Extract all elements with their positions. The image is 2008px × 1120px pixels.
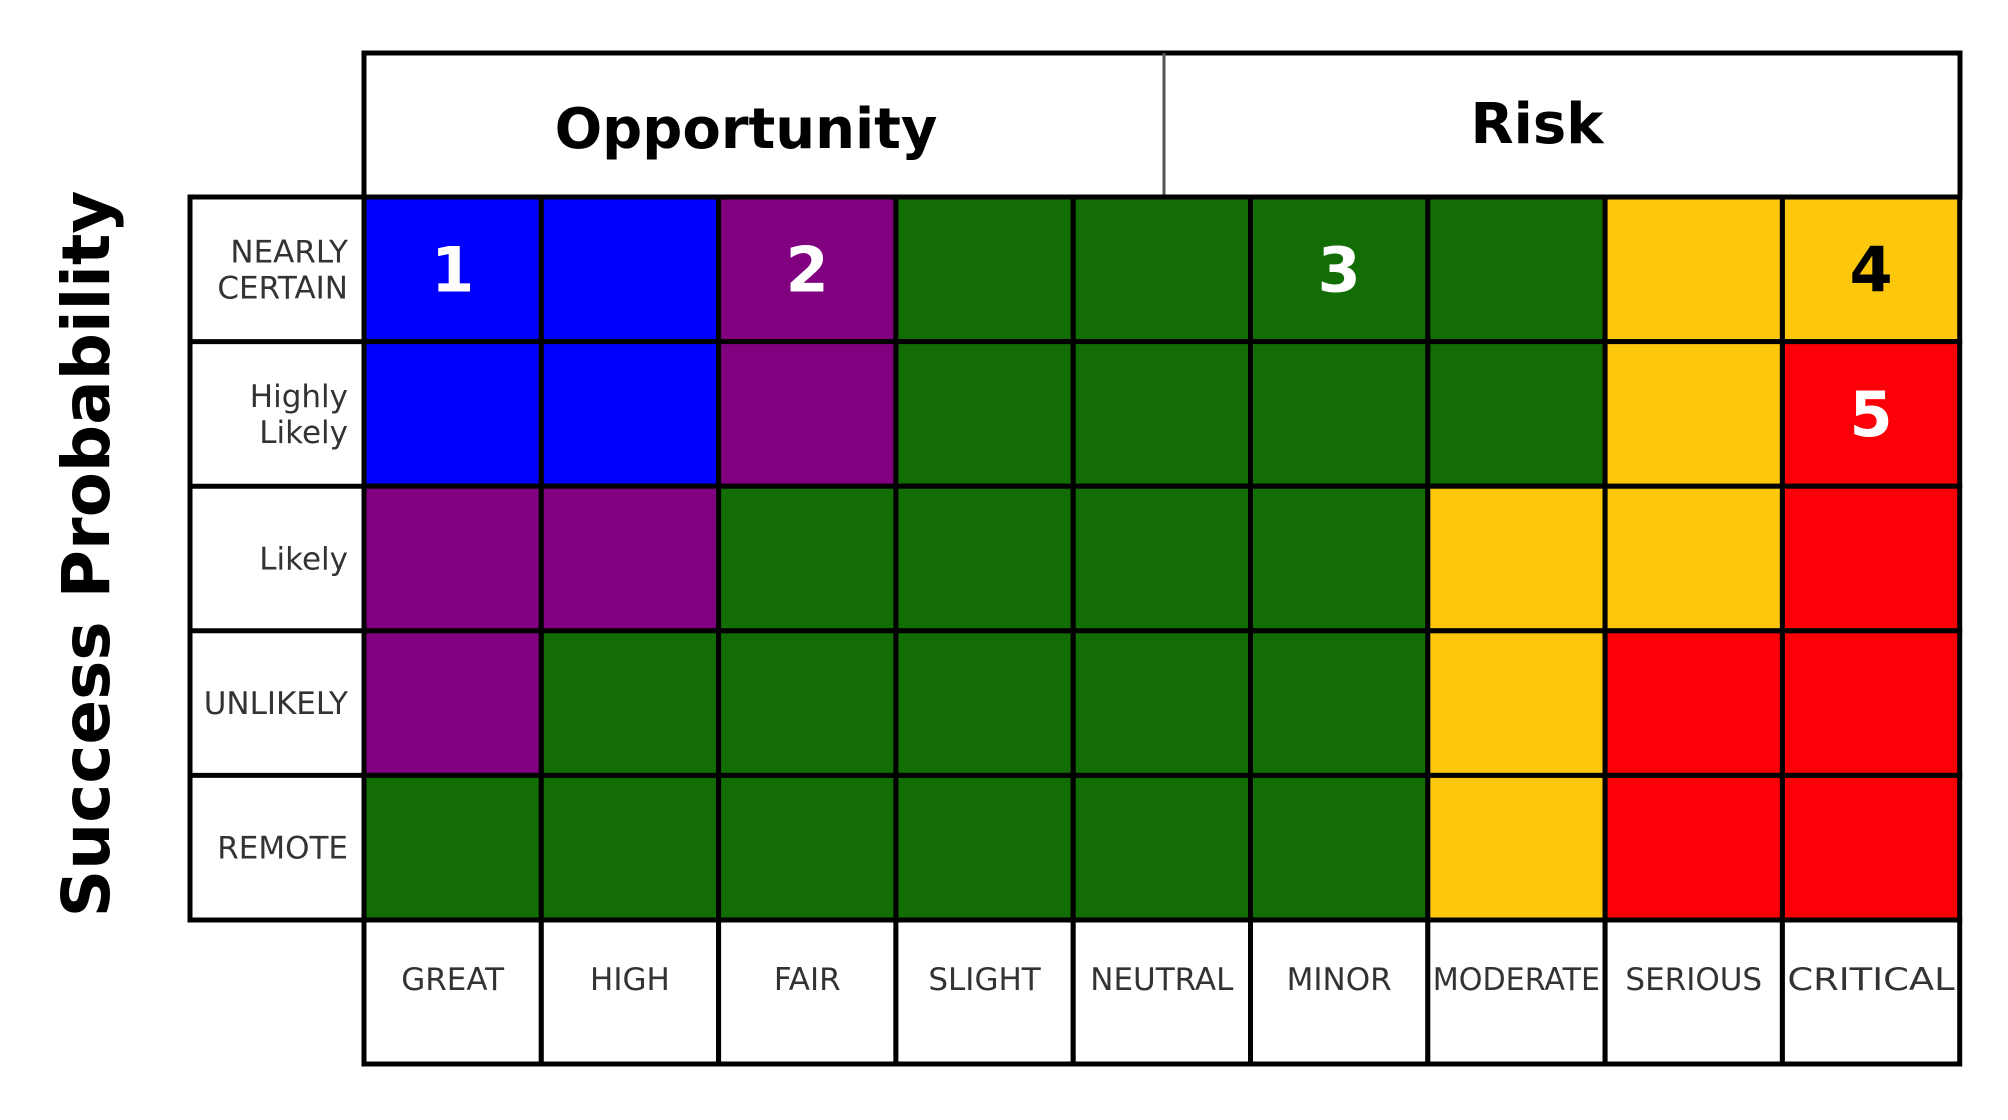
matrix-cell bbox=[538, 628, 722, 778]
row-label: Likely bbox=[259, 542, 348, 578]
row-label: CERTAIN bbox=[217, 270, 348, 306]
matrix-cell bbox=[1425, 772, 1608, 923]
column-label: NEUTRAL bbox=[1090, 962, 1234, 998]
column-label-cell bbox=[1248, 917, 1431, 1067]
matrix-cell bbox=[361, 483, 544, 634]
matrix-cell bbox=[1602, 194, 1785, 345]
matrix-cell bbox=[1070, 772, 1253, 923]
matrix-cell bbox=[1070, 628, 1253, 778]
y-axis-title: Success Probability bbox=[48, 191, 125, 918]
matrix-cell bbox=[716, 483, 899, 634]
matrix-cell bbox=[893, 339, 1076, 489]
column-label: MODERATE bbox=[1433, 962, 1600, 998]
matrix-cell bbox=[361, 339, 544, 489]
matrix-cell bbox=[538, 772, 722, 923]
marker-2: 2 bbox=[786, 233, 829, 306]
matrix-cell bbox=[361, 194, 544, 345]
column-label-cell bbox=[1602, 917, 1785, 1067]
matrix-cell bbox=[1779, 772, 1963, 923]
column-label: CRITICAL bbox=[1787, 962, 1955, 998]
matrix-cell bbox=[1070, 339, 1253, 489]
matrix-cell bbox=[538, 483, 722, 634]
column-label: SERIOUS bbox=[1625, 962, 1762, 998]
matrix-cell bbox=[1248, 483, 1431, 634]
matrix-cell bbox=[716, 628, 899, 778]
matrix-cell bbox=[893, 772, 1076, 923]
column-label-cell bbox=[1779, 917, 1963, 1067]
matrix-cell bbox=[538, 194, 722, 345]
column-label: FAIR bbox=[774, 962, 841, 998]
matrix-cell bbox=[1602, 483, 1785, 634]
column-label-cell bbox=[893, 917, 1076, 1067]
matrix-cell bbox=[1070, 483, 1253, 634]
matrix-cell bbox=[1779, 339, 1963, 489]
matrix-cell bbox=[1602, 339, 1785, 489]
matrix-cell bbox=[1248, 772, 1431, 923]
row-label: Highly bbox=[250, 379, 348, 415]
row-label: REMOTE bbox=[217, 831, 348, 867]
matrix-cell bbox=[1248, 194, 1431, 345]
matrix-cells bbox=[361, 194, 1963, 923]
matrix-cell bbox=[1248, 628, 1431, 778]
marker-5: 5 bbox=[1849, 378, 1892, 451]
row-label: Likely bbox=[259, 415, 348, 451]
marker-1: 1 bbox=[431, 233, 474, 306]
row-label: UNLIKELY bbox=[204, 686, 348, 722]
matrix-cell bbox=[1425, 628, 1608, 778]
opportunity-header: Opportunity bbox=[555, 97, 938, 162]
matrix-cell bbox=[1425, 194, 1608, 345]
matrix-cell bbox=[1602, 772, 1785, 923]
column-label: HIGH bbox=[590, 962, 670, 998]
header-box bbox=[361, 50, 1963, 200]
matrix-cell bbox=[1779, 483, 1963, 634]
row-label-frame bbox=[187, 194, 367, 923]
column-label: SLIGHT bbox=[928, 962, 1041, 998]
matrix-cell bbox=[1425, 483, 1608, 634]
matrix-cell bbox=[361, 628, 544, 778]
matrix-cell bbox=[1602, 628, 1785, 778]
matrix-cell bbox=[893, 628, 1076, 778]
column-label-cell bbox=[538, 917, 722, 1067]
matrix-cell bbox=[716, 772, 899, 923]
marker-3: 3 bbox=[1318, 233, 1361, 306]
matrix-cell bbox=[1425, 339, 1608, 489]
matrix-cell bbox=[1248, 339, 1431, 489]
matrix-cell bbox=[1779, 194, 1963, 345]
row-label: NEARLY bbox=[230, 234, 348, 270]
matrix-cell bbox=[1779, 628, 1963, 778]
column-label: MINOR bbox=[1287, 962, 1392, 998]
risk-header: Risk bbox=[1471, 92, 1606, 157]
header-row: Opportunity Risk bbox=[361, 50, 1963, 200]
matrix-cell bbox=[716, 339, 899, 489]
matrix-cell bbox=[361, 772, 544, 923]
matrix-markers: 1 2 3 4 5 bbox=[431, 233, 1893, 451]
matrix-cell bbox=[538, 339, 722, 489]
row-label-column: NEARLYCERTAINHighlyLikelyLikelyUNLIKELYR… bbox=[187, 194, 367, 923]
column-label: GREAT bbox=[401, 962, 505, 998]
marker-4: 4 bbox=[1849, 233, 1892, 306]
matrix-cell bbox=[893, 483, 1076, 634]
column-label-row: GREAT HIGH FAIR SLIGHT NEUTRAL MINOR MODERATE S… bbox=[361, 917, 1963, 1067]
matrix-cell bbox=[1070, 194, 1253, 345]
matrix-cell bbox=[893, 194, 1076, 345]
